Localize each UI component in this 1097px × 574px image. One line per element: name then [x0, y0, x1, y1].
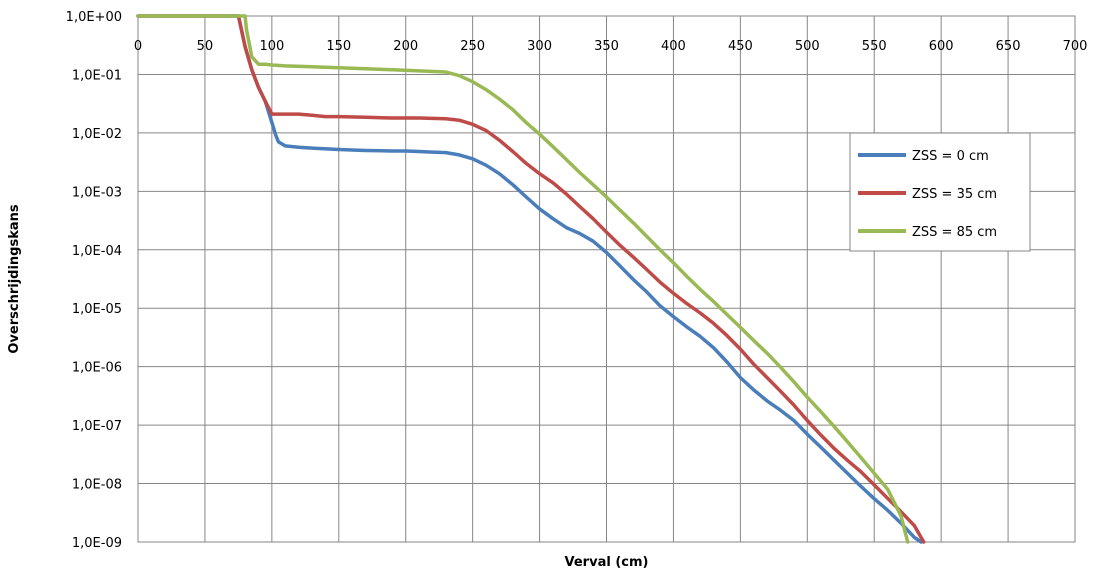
- y-tick-label: 1,0E-07: [72, 419, 122, 434]
- x-tick-label: 550: [862, 39, 887, 54]
- x-tick-label: 650: [996, 39, 1021, 54]
- y-axis-title: Overschrijdingskans: [7, 204, 22, 354]
- series-line-2: [136, 14, 926, 544]
- x-tick-label: 200: [393, 39, 418, 54]
- series-line-1: [136, 14, 923, 544]
- x-tick-label: 300: [527, 39, 552, 54]
- x-axis-ticks: 0 50 100 150 200 250 300 350 400 450 500 550 600 650 7…: [134, 39, 1088, 54]
- plot-area: [137, 15, 1076, 543]
- y-tick-label: 1,0E+00: [66, 10, 122, 25]
- y-tick-label: 1,0E-09: [72, 536, 122, 551]
- y-tick-label: 1,0E-03: [72, 185, 122, 200]
- x-tick-label: 350: [594, 39, 619, 54]
- series-lines: [136, 14, 926, 544]
- legend-label: ZSS = 85 cm: [912, 225, 997, 240]
- x-axis-title: Verval (cm): [565, 555, 649, 570]
- grid-lines: [137, 15, 1076, 543]
- y-tick-label: 1,0E-06: [72, 361, 122, 376]
- x-tick-label: 150: [326, 39, 351, 54]
- x-tick-label: 600: [929, 39, 954, 54]
- x-tick-label: 450: [728, 39, 753, 54]
- x-tick-label: 50: [197, 39, 214, 54]
- legend-label: ZSS = 0 cm: [912, 149, 989, 164]
- x-tick-label: 700: [1063, 39, 1088, 54]
- y-tick-label: 1,0E-08: [72, 478, 122, 493]
- x-tick-label: 250: [460, 39, 485, 54]
- y-tick-label: 1,0E-04: [72, 244, 122, 259]
- y-tick-label: 1,0E-01: [72, 68, 122, 83]
- x-tick-label: 500: [795, 39, 820, 54]
- x-tick-label: 400: [661, 39, 686, 54]
- legend-label: ZSS = 35 cm: [912, 187, 997, 202]
- legend: ZSS = 0 cm ZSS = 35 cm ZSS = 85 cm: [849, 132, 1031, 252]
- y-tick-label: 1,0E-05: [72, 302, 122, 317]
- series-line-3: [136, 14, 910, 544]
- y-axis-ticks: 1,0E+00 1,0E-01 1,0E-02 1,0E-03 1,0E-04 1,0E-…: [66, 10, 122, 551]
- x-tick-label: 0: [134, 39, 142, 54]
- y-tick-label: 1,0E-02: [72, 127, 122, 142]
- x-tick-label: 100: [259, 39, 284, 54]
